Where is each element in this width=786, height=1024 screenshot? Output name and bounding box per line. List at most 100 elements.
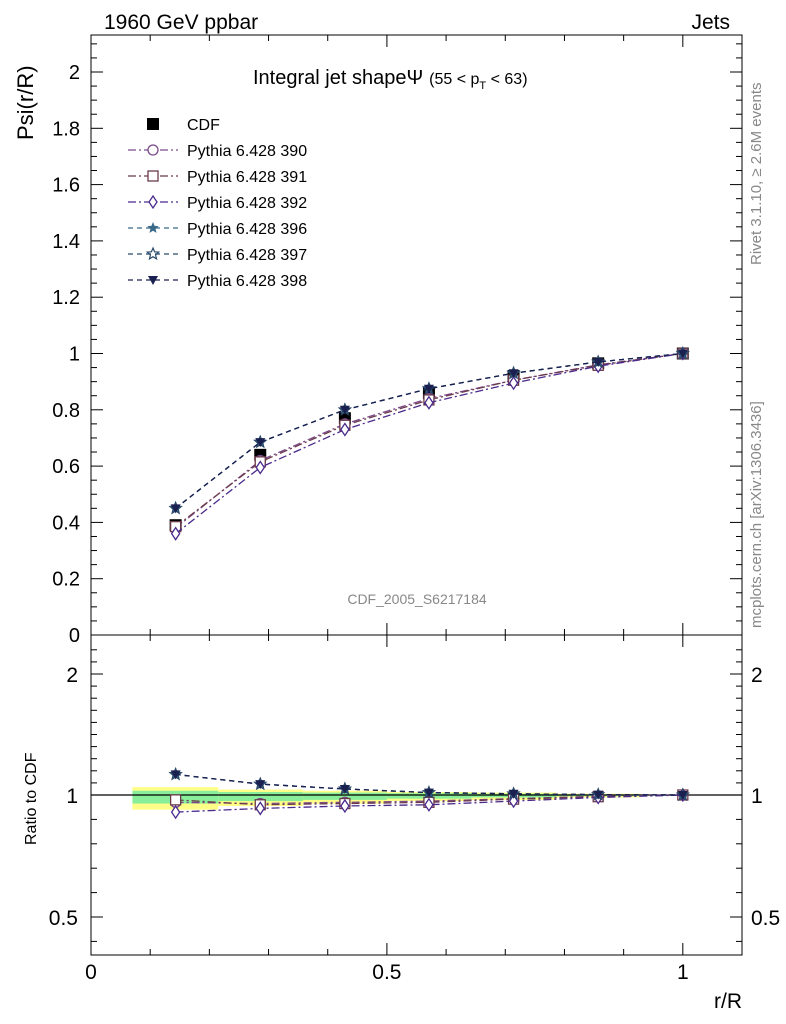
ratio-band-inner: [218, 791, 303, 802]
x-tick-label: 0: [85, 961, 97, 984]
x-tick-label: 0.5: [372, 961, 401, 984]
ratio-y-tick-label-right: 1: [751, 785, 763, 808]
ratio-data-point: [424, 797, 434, 812]
main-y-tick-label: 1.6: [52, 175, 80, 197]
legend-marker: [147, 144, 159, 156]
ratio-uncertainty-bands: [91, 787, 742, 810]
legend-label: Pythia 6.428 396: [187, 221, 307, 238]
main-y-tick-label: 0.6: [52, 456, 80, 478]
main-y-tick-label: 1.2: [52, 287, 80, 309]
main-series-group: [168, 345, 691, 541]
legend-label: Pythia 6.428 398: [187, 273, 307, 290]
legend: CDF Pythia 6.428 390 Pythia 6.428 391 Pythi…: [128, 117, 307, 290]
analysis-watermark: CDF_2005_S6217184: [347, 591, 487, 607]
legend-label: Pythia 6.428 392: [187, 195, 307, 212]
ratio-y-tick-label-right: 2: [751, 664, 763, 687]
main-data-point: [170, 526, 181, 541]
ratio-data-point: [677, 791, 688, 800]
legend-item-pythia-6-428-396: Pythia 6.428 396: [128, 221, 307, 238]
ratio-y-tick-labels: 0.5 0.5 1 1 2 2: [49, 664, 780, 930]
main-y-tick-label: 1.8: [52, 118, 80, 140]
legend-marker: [147, 170, 159, 182]
x-tick-labels: 0 0.5 1: [85, 961, 689, 984]
mcplots-label: mcplots.cern.ch [arXiv:1306.3436]: [748, 401, 765, 628]
main-series-pythia-6-428-396: [169, 347, 689, 514]
ratio-y-tick-label-left: 2: [66, 664, 78, 687]
main-series-pythia-6-428-390: [169, 347, 689, 534]
main-series-cdf: [169, 347, 689, 532]
title-psi: Ψ: [406, 67, 423, 89]
legend-item-pythia-6-428-391: Pythia 6.428 391: [128, 169, 307, 186]
legend-item-cdf: CDF: [147, 117, 220, 134]
main-y-tick-label: 1.4: [52, 231, 80, 253]
legend-label: Pythia 6.428 390: [187, 143, 307, 160]
main-data-point: [508, 375, 519, 391]
legend-item-pythia-6-428-397: Pythia 6.428 397: [128, 246, 307, 264]
main-series-line: [175, 352, 683, 529]
main-y-axis-label: Psi(r/R): [13, 65, 38, 140]
title-main: Integral jet shape: [253, 67, 406, 89]
x-axis-label: r/R: [714, 990, 742, 1013]
main-data-point: [424, 395, 434, 410]
legend-marker: [147, 222, 159, 233]
ratio-data-point: [423, 788, 434, 798]
main-y-tick-label: 1: [69, 344, 80, 366]
main-y-tick-label: 0.8: [52, 400, 80, 422]
main-y-tick-label: 2: [69, 62, 80, 84]
main-series-line: [175, 352, 683, 509]
main-y-tick-label: 0.4: [52, 512, 80, 534]
title-range-sub: T: [479, 80, 486, 92]
main-data-point: [339, 405, 350, 415]
legend-item-pythia-6-428-398: Pythia 6.428 398: [128, 273, 307, 290]
ratio-y-tick-label-left: 0.5: [49, 907, 78, 930]
ratio-data-point: [255, 801, 266, 816]
ratio-y-axis-label: Ratio to CDF: [23, 752, 40, 845]
main-axis-ticks: [90, 35, 743, 636]
main-data-point: [255, 460, 266, 475]
ratio-data-point: [593, 790, 604, 800]
title-range-lo: (55 < p: [429, 71, 479, 88]
main-series-pythia-6-428-398: [170, 349, 688, 514]
title-range-hi: < 63): [486, 71, 527, 88]
legend-marker: [148, 194, 158, 210]
main-series-line: [175, 352, 683, 509]
legend-item-pythia-6-428-390: Pythia 6.428 390: [128, 143, 307, 160]
ratio-data-point: [339, 784, 350, 794]
main-series-line: [175, 352, 683, 535]
legend-marker: [145, 246, 161, 261]
main-y-tick-label: 0: [69, 625, 80, 647]
main-series-pythia-6-428-391: [169, 347, 689, 533]
main-data-point: [255, 438, 266, 448]
ratio-data-point: [255, 780, 266, 790]
main-data-point: [340, 422, 350, 437]
main-y-tick-labels: 0 0.2 0.4 0.6 0.8 1 1.2 1.4 1.6 1.8 2: [52, 62, 80, 647]
ratio-series-pythia-6-428-398: [170, 770, 688, 800]
legend-label: Pythia 6.428 391: [187, 169, 307, 186]
x-tick-label: 1: [677, 961, 689, 984]
legend-item-pythia-6-428-392: Pythia 6.428 392: [128, 194, 307, 212]
main-series-line: [175, 352, 683, 528]
main-series-pythia-6-428-392: [170, 346, 688, 541]
header-right: Jets: [691, 11, 730, 34]
legend-label: CDF: [187, 117, 220, 134]
legend-label: Pythia 6.428 397: [187, 247, 307, 264]
legend-marker: [148, 276, 158, 285]
main-data-point: [423, 384, 434, 394]
main-data-point: [170, 504, 181, 514]
main-series-line: [175, 352, 683, 509]
main-data-point: [593, 357, 604, 367]
ratio-axis-ticks: [90, 635, 743, 955]
main-series-pythia-6-428-397: [168, 345, 691, 515]
main-data-point: [508, 369, 519, 379]
ratio-y-tick-label-left: 1: [66, 785, 78, 808]
header-left: 1960 GeV ppbar: [104, 11, 258, 34]
ratio-y-tick-label-right: 0.5: [751, 907, 780, 930]
rivet-label: Rivet 3.1.10, ≥ 2.6M events: [748, 83, 765, 266]
ratio-data-point: [340, 798, 350, 814]
ratio-data-point: [169, 794, 182, 806]
chart-title: Integral jet shapeΨ (55 < pT < 63): [253, 67, 528, 92]
ratio-data-point: [170, 770, 181, 780]
ratio-series-group: [168, 766, 691, 820]
ratio-data-point: [508, 789, 519, 799]
